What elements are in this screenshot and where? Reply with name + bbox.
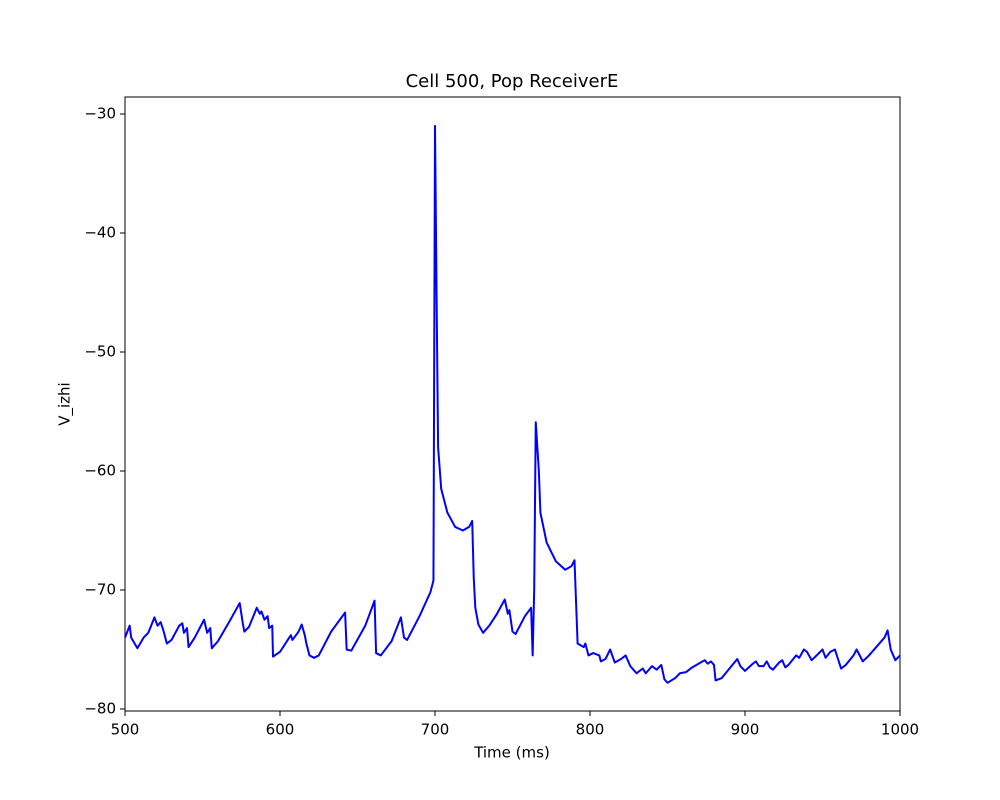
x-tick-label: 800 xyxy=(576,721,605,739)
x-axis-label: Time (ms) xyxy=(473,744,550,762)
y-tick-label: −80 xyxy=(84,699,116,717)
plot-frame xyxy=(124,96,901,712)
series-line xyxy=(124,124,901,684)
x-tick-label: 600 xyxy=(266,721,295,739)
x-tick-label: 1000 xyxy=(881,721,919,739)
y-tick-label: −60 xyxy=(84,461,116,479)
y-axis-label: V_izhi xyxy=(56,382,75,425)
x-tick-label: 700 xyxy=(421,721,450,739)
x-tick-label: 900 xyxy=(731,721,760,739)
x-tick-label: 500 xyxy=(111,721,140,739)
chart-title: Cell 500, Pop ReceiverE xyxy=(406,71,619,92)
y-tick-label: −50 xyxy=(84,343,116,361)
y-tick-label: −70 xyxy=(84,580,116,598)
y-tick-label: −30 xyxy=(84,105,116,123)
y-tick-label: −40 xyxy=(84,224,116,242)
